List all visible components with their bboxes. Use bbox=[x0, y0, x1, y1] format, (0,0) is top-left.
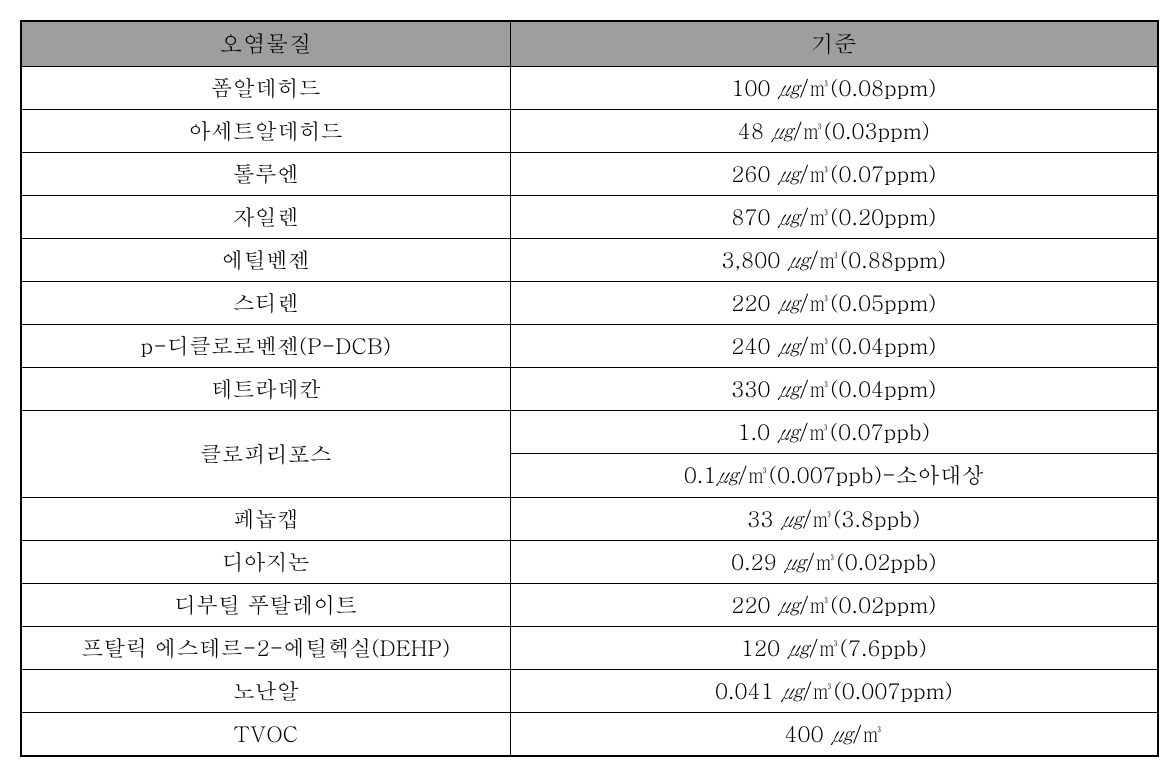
table-row: 클로피리포스1.0 ㎍/㎥(0.07ppb) bbox=[22, 411, 1157, 454]
cell-standard: 120 ㎍/㎥(7.6ppb) bbox=[510, 626, 1157, 669]
cell-pollutant: 자일렌 bbox=[22, 195, 510, 238]
cell-standard: 3,800 ㎍/㎥(0.88ppm) bbox=[510, 239, 1157, 282]
cell-standard: 0.29 ㎍/㎥(0.02ppb) bbox=[510, 540, 1157, 583]
cell-standard: 0.1㎍/㎥(0.007ppb)-소아대상 bbox=[510, 454, 1157, 497]
cell-pollutant: 에틸벤젠 bbox=[22, 239, 510, 282]
table-row: 에틸벤젠3,800 ㎍/㎥(0.88ppm) bbox=[22, 239, 1157, 282]
standards-table-container: 오염물질 기준 폼알데히드100 ㎍/㎥(0.08ppm)아세트알데히드48 ㎍… bbox=[20, 20, 1159, 757]
table-row: TVOC400 ㎍/㎥ bbox=[22, 713, 1157, 756]
table-row: 아세트알데히드48 ㎍/㎥(0.03ppm) bbox=[22, 109, 1157, 152]
cell-standard: 240 ㎍/㎥(0.04ppm) bbox=[510, 325, 1157, 368]
standards-table: 오염물질 기준 폼알데히드100 ㎍/㎥(0.08ppm)아세트알데히드48 ㎍… bbox=[22, 22, 1157, 755]
table-row: 노난알0.041 ㎍/㎥(0.007ppm) bbox=[22, 669, 1157, 712]
cell-pollutant: 스티렌 bbox=[22, 282, 510, 325]
table-row: p-디클로로벤젠(P-DCB)240 ㎍/㎥(0.04ppm) bbox=[22, 325, 1157, 368]
cell-standard: 870 ㎍/㎥(0.20ppm) bbox=[510, 195, 1157, 238]
cell-standard: 100 ㎍/㎥(0.08ppm) bbox=[510, 66, 1157, 109]
table-row: 자일렌870 ㎍/㎥(0.20ppm) bbox=[22, 195, 1157, 238]
cell-standard: 220 ㎍/㎥(0.05ppm) bbox=[510, 282, 1157, 325]
header-pollutant: 오염물질 bbox=[22, 22, 510, 66]
table-body: 폼알데히드100 ㎍/㎥(0.08ppm)아세트알데히드48 ㎍/㎥(0.03p… bbox=[22, 66, 1157, 755]
cell-standard: 48 ㎍/㎥(0.03ppm) bbox=[510, 109, 1157, 152]
cell-standard: 330 ㎍/㎥(0.04ppm) bbox=[510, 368, 1157, 411]
table-row: 디아지논0.29 ㎍/㎥(0.02ppb) bbox=[22, 540, 1157, 583]
table-row: 프탈릭 에스테르-2-에틸헥실(DEHP)120 ㎍/㎥(7.6ppb) bbox=[22, 626, 1157, 669]
cell-pollutant: 톨루엔 bbox=[22, 152, 510, 195]
cell-pollutant: 디부틸 푸탈레이트 bbox=[22, 583, 510, 626]
header-standard: 기준 bbox=[510, 22, 1157, 66]
cell-pollutant: 테트라데칸 bbox=[22, 368, 510, 411]
cell-pollutant: 폼알데히드 bbox=[22, 66, 510, 109]
cell-standard: 400 ㎍/㎥ bbox=[510, 713, 1157, 756]
cell-standard: 1.0 ㎍/㎥(0.07ppb) bbox=[510, 411, 1157, 454]
cell-pollutant: 노난알 bbox=[22, 669, 510, 712]
header-row: 오염물질 기준 bbox=[22, 22, 1157, 66]
cell-pollutant: 프탈릭 에스테르-2-에틸헥실(DEHP) bbox=[22, 626, 510, 669]
cell-standard: 33 ㎍/㎥(3.8ppb) bbox=[510, 497, 1157, 540]
table-row: 디부틸 푸탈레이트220 ㎍/㎥(0.02ppm) bbox=[22, 583, 1157, 626]
cell-standard: 260 ㎍/㎥(0.07ppm) bbox=[510, 152, 1157, 195]
cell-pollutant: TVOC bbox=[22, 713, 510, 756]
cell-standard: 220 ㎍/㎥(0.02ppm) bbox=[510, 583, 1157, 626]
cell-pollutant: 페놉캡 bbox=[22, 497, 510, 540]
table-row: 폼알데히드100 ㎍/㎥(0.08ppm) bbox=[22, 66, 1157, 109]
cell-pollutant: p-디클로로벤젠(P-DCB) bbox=[22, 325, 510, 368]
cell-pollutant: 디아지논 bbox=[22, 540, 510, 583]
table-row: 페놉캡33 ㎍/㎥(3.8ppb) bbox=[22, 497, 1157, 540]
cell-standard: 0.041 ㎍/㎥(0.007ppm) bbox=[510, 669, 1157, 712]
table-row: 테트라데칸330 ㎍/㎥(0.04ppm) bbox=[22, 368, 1157, 411]
table-row: 스티렌220 ㎍/㎥(0.05ppm) bbox=[22, 282, 1157, 325]
table-row: 톨루엔260 ㎍/㎥(0.07ppm) bbox=[22, 152, 1157, 195]
cell-pollutant: 클로피리포스 bbox=[22, 411, 510, 497]
cell-pollutant: 아세트알데히드 bbox=[22, 109, 510, 152]
